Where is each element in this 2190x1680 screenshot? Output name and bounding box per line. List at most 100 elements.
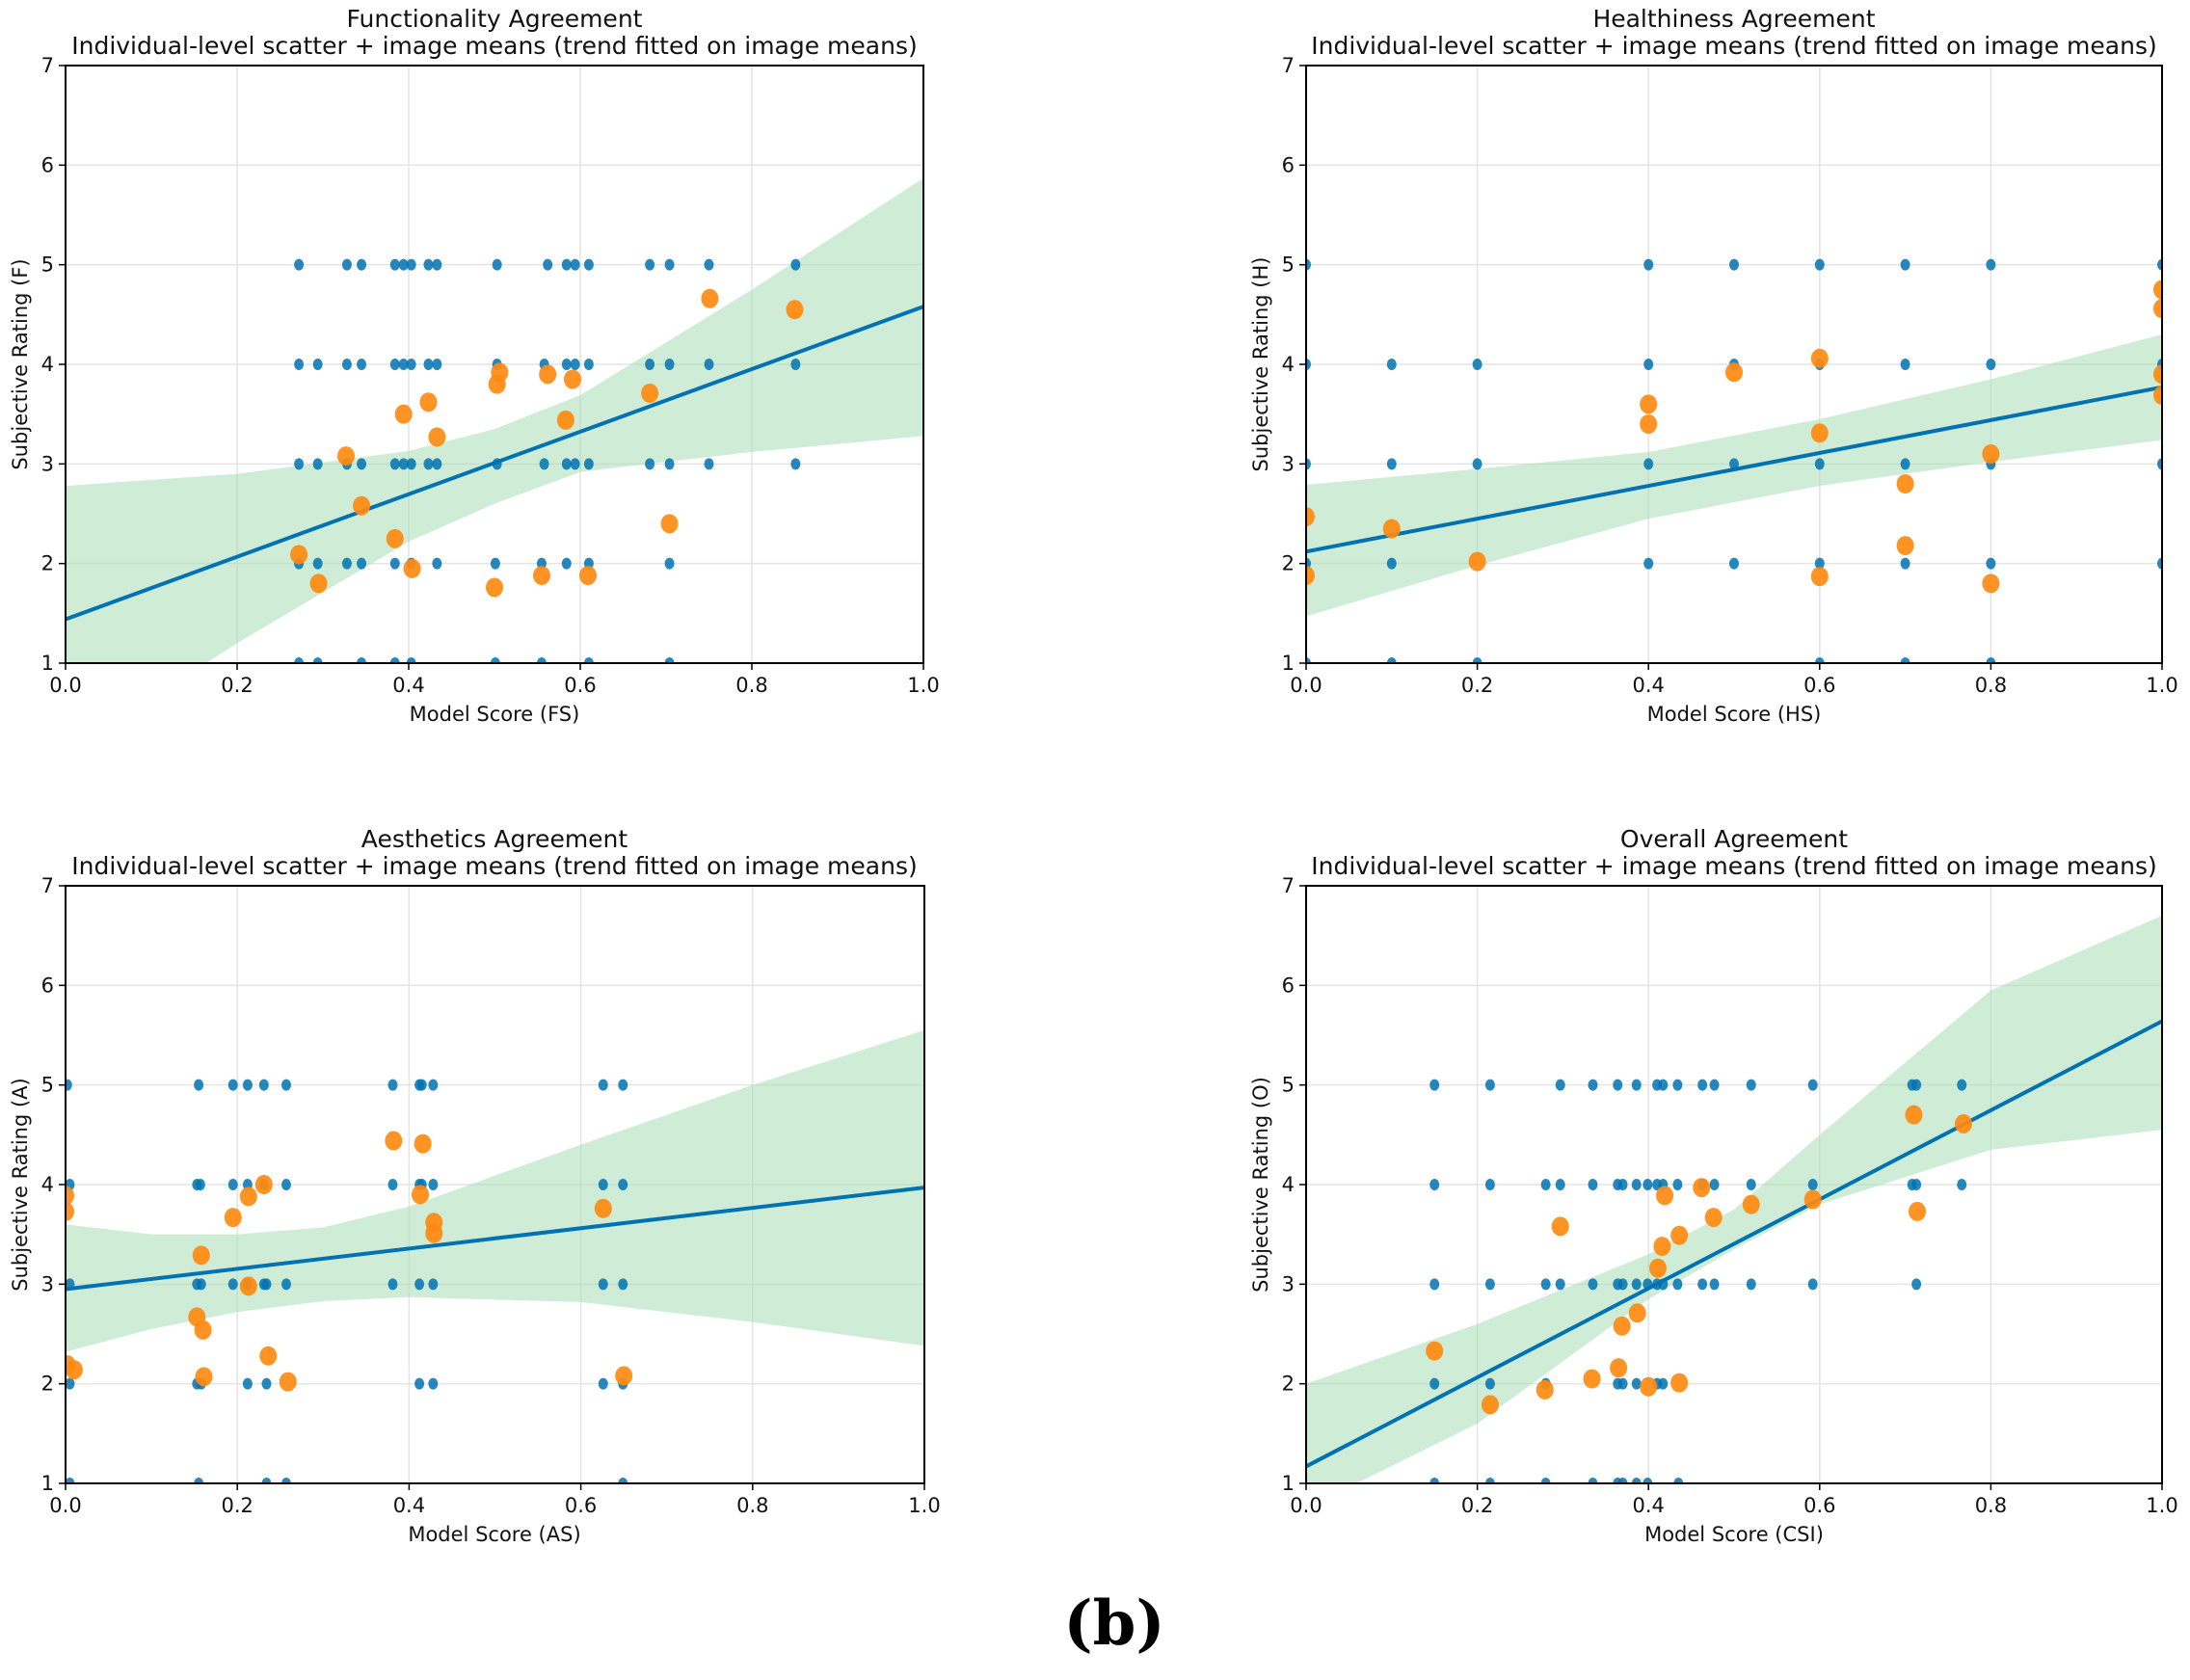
individual-point bbox=[1643, 557, 1654, 570]
individual-point bbox=[598, 1377, 608, 1390]
individual-point bbox=[570, 458, 580, 470]
individual-point bbox=[1472, 458, 1482, 470]
individual-point bbox=[1986, 258, 1996, 271]
image-mean-point bbox=[1536, 1379, 1554, 1400]
individual-point bbox=[1672, 1179, 1683, 1190]
individual-point bbox=[1631, 1079, 1642, 1091]
individual-point bbox=[1729, 458, 1739, 470]
individual-point bbox=[1631, 1478, 1642, 1483]
individual-point bbox=[1746, 1278, 1756, 1291]
individual-point bbox=[1900, 657, 1910, 663]
individual-point bbox=[561, 458, 572, 470]
y-tick-label: 4 bbox=[1282, 353, 1295, 376]
individual-point bbox=[428, 1079, 439, 1091]
image-mean-point bbox=[279, 1372, 297, 1392]
individual-point bbox=[1807, 1278, 1818, 1291]
x-tick-label: 0.8 bbox=[736, 1494, 768, 1517]
x-tick-label: 0.6 bbox=[565, 1494, 597, 1517]
image-mean-point bbox=[491, 362, 509, 383]
individual-point bbox=[280, 1079, 291, 1091]
image-mean-point bbox=[1810, 567, 1829, 587]
y-tick-label: 1 bbox=[1282, 652, 1295, 675]
individual-point bbox=[389, 359, 400, 370]
image-mean-point bbox=[239, 1276, 257, 1296]
image-mean-point bbox=[1640, 1376, 1658, 1397]
image-mean-point bbox=[428, 427, 446, 447]
individual-point bbox=[664, 557, 675, 570]
image-mean-point bbox=[419, 392, 438, 413]
individual-point bbox=[645, 258, 655, 271]
individual-point bbox=[618, 1478, 628, 1483]
individual-point bbox=[1306, 359, 1311, 370]
individual-point bbox=[1386, 359, 1397, 370]
image-mean-point bbox=[290, 545, 308, 565]
individual-point bbox=[583, 258, 594, 271]
y-axis-label: Subjective Rating (F) bbox=[9, 258, 32, 469]
individual-point bbox=[294, 258, 305, 271]
trend-line bbox=[66, 305, 923, 622]
x-tick-label: 1.0 bbox=[2146, 674, 2177, 697]
individual-point bbox=[1814, 458, 1825, 470]
individual-point bbox=[398, 258, 409, 271]
image-mean-point bbox=[66, 1186, 74, 1206]
image-mean-point bbox=[539, 364, 557, 385]
y-tick-label: 6 bbox=[41, 153, 54, 176]
individual-point bbox=[704, 258, 714, 271]
image-mean-point bbox=[403, 558, 421, 578]
individual-point bbox=[389, 258, 400, 271]
image-mean-point bbox=[1896, 536, 1914, 556]
individual-point bbox=[1484, 1179, 1495, 1190]
individual-point bbox=[1672, 1079, 1683, 1091]
individual-point bbox=[1386, 557, 1397, 570]
individual-point bbox=[1484, 1079, 1495, 1091]
individual-point bbox=[1472, 359, 1482, 370]
individual-point bbox=[1642, 1179, 1653, 1190]
individual-point bbox=[1306, 258, 1311, 271]
y-tick-label: 5 bbox=[41, 253, 54, 277]
image-mean-point bbox=[532, 566, 550, 586]
individual-point bbox=[227, 1278, 238, 1291]
image-mean-point bbox=[194, 1320, 212, 1340]
x-tick-label: 0.4 bbox=[393, 1494, 425, 1517]
y-axis-label: Subjective Rating (A) bbox=[9, 1078, 32, 1292]
individual-point bbox=[2157, 458, 2162, 470]
individual-point bbox=[664, 458, 675, 470]
image-mean-point bbox=[1653, 1237, 1671, 1257]
y-tick-label: 4 bbox=[1282, 1173, 1295, 1196]
individual-point bbox=[1911, 1079, 1922, 1091]
plot-area bbox=[66, 1029, 924, 1483]
individual-point bbox=[1672, 1278, 1683, 1291]
image-mean-point bbox=[385, 1131, 403, 1151]
individual-point bbox=[357, 657, 367, 663]
individual-point bbox=[1429, 1377, 1440, 1390]
image-mean-point bbox=[1693, 1178, 1711, 1198]
individual-point bbox=[570, 258, 580, 271]
image-mean-point bbox=[1742, 1194, 1760, 1214]
individual-point bbox=[1617, 1179, 1628, 1190]
individual-point bbox=[406, 458, 416, 470]
subplot-1: 0.0 0.2 0.4 0.6 0.8 1.0 1 2 3 4 5 6 7 Functionality A… bbox=[9, 5, 940, 726]
individual-point bbox=[423, 458, 434, 470]
image-mean-point bbox=[1656, 1186, 1674, 1206]
figure-label: (b) bbox=[1063, 1587, 1164, 1660]
image-mean-point bbox=[1382, 519, 1401, 539]
x-tick-label: 0.0 bbox=[49, 674, 81, 697]
individual-point bbox=[1643, 258, 1654, 271]
individual-point bbox=[1588, 1278, 1598, 1291]
individual-point bbox=[1709, 1079, 1720, 1091]
x-tick-label: 0.6 bbox=[1803, 1494, 1835, 1517]
y-tick-label: 2 bbox=[41, 552, 54, 575]
individual-point bbox=[1555, 1179, 1565, 1190]
image-mean-point bbox=[1954, 1113, 1972, 1133]
y-tick-label: 6 bbox=[1282, 153, 1295, 176]
individual-point bbox=[1555, 1278, 1565, 1291]
individual-point bbox=[645, 458, 655, 470]
individual-point bbox=[1643, 458, 1654, 470]
plot-area bbox=[1306, 916, 2162, 1483]
individual-point bbox=[490, 657, 500, 663]
individual-point bbox=[389, 557, 400, 570]
individual-point bbox=[618, 1278, 628, 1291]
individual-point bbox=[1429, 1079, 1440, 1091]
y-tick-label: 7 bbox=[41, 54, 54, 77]
individual-point bbox=[261, 1377, 272, 1390]
